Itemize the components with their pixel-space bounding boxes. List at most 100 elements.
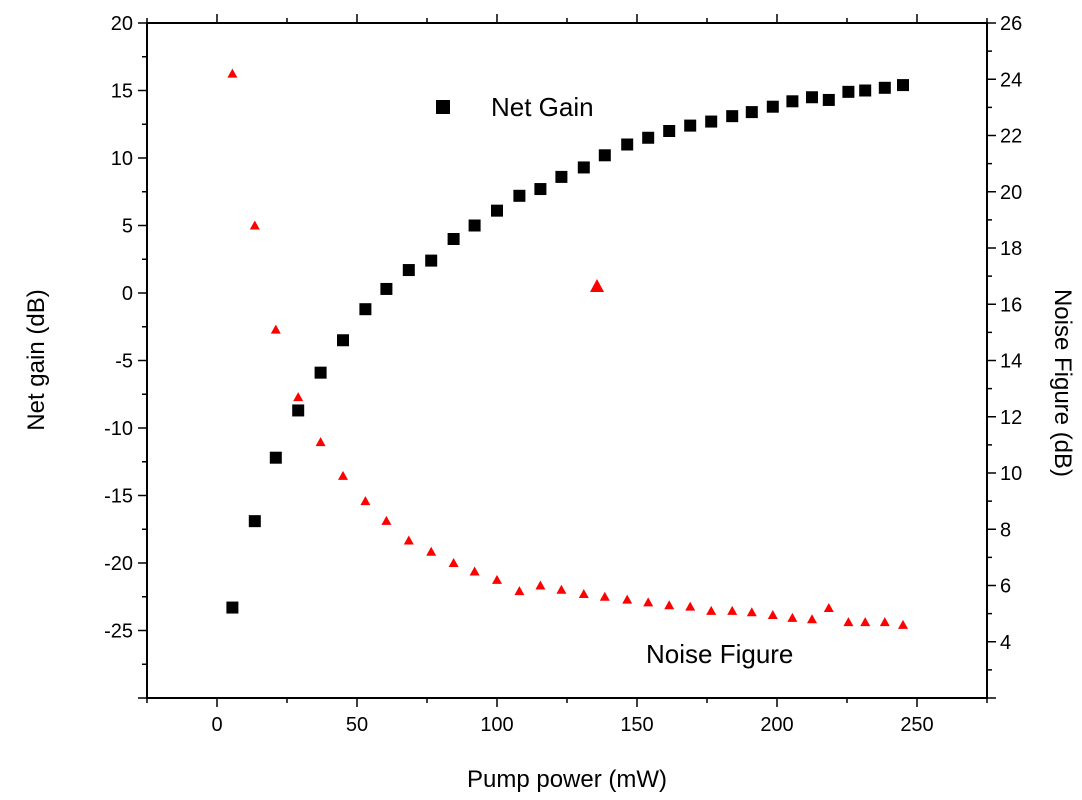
net-gain-point	[402, 264, 415, 277]
noise-figure-point	[685, 601, 696, 611]
noise-figure-point	[249, 220, 260, 230]
net-gain-point	[491, 204, 503, 217]
left-y-tick-label: -25	[104, 621, 133, 643]
left-y-tick-label: 20	[111, 13, 133, 35]
noise-figure-series	[227, 68, 908, 629]
net-gain-point	[822, 93, 835, 106]
net-gain-point	[878, 81, 891, 94]
noise-figure-point	[664, 600, 675, 610]
net-gain-point	[766, 100, 779, 113]
noise-figure-point	[622, 594, 633, 604]
right-y-tick-label: 22	[1000, 126, 1022, 148]
x-tick-label: 150	[620, 714, 653, 736]
left-y-tick-label: -5	[115, 351, 133, 373]
legend-net-gain-label: Net Gain	[491, 92, 594, 122]
left-y-tick-label: 0	[122, 283, 133, 305]
x-tick-label: 250	[900, 714, 933, 736]
net-gain-point	[292, 404, 305, 417]
net-gain-point	[684, 119, 697, 132]
noise-figure-point	[514, 586, 525, 596]
noise-figure-point	[535, 580, 546, 590]
noise-figure-point	[338, 470, 348, 480]
noise-figure-point	[448, 558, 459, 567]
right-y-tick-label: 8	[1000, 519, 1011, 541]
noise-figure-point	[556, 584, 567, 594]
net-gain-point	[248, 515, 261, 528]
right-y-tick-label: 4	[1000, 632, 1011, 654]
net-gain-point	[577, 161, 590, 174]
net-gain-point	[447, 233, 460, 245]
net-gain-point	[663, 125, 676, 137]
left-y-tick-label: -10	[104, 418, 133, 440]
right-y-tick-label: 24	[1000, 69, 1022, 91]
net-gain-point	[642, 131, 655, 144]
net-gain-point	[621, 138, 634, 151]
right-y-tick-label: 6	[1000, 576, 1011, 598]
legend-noise-figure-label: Noise Figure	[646, 639, 793, 669]
noise-figure-point	[599, 591, 610, 601]
left-y-tick-label: 10	[111, 148, 133, 170]
x-axis-title: Pump power (mW)	[467, 766, 667, 793]
net-gain-point	[425, 254, 438, 267]
x-axis-ticks: 0 50 100 150 200 250	[146, 14, 988, 736]
legend-net-gain-marker	[436, 100, 450, 114]
net-gain-point	[468, 219, 481, 232]
plot-frame	[146, 22, 988, 699]
right-y-tick-label: 18	[1000, 238, 1022, 260]
x-tick-label: 0	[211, 714, 222, 736]
noise-figure-point	[746, 607, 757, 617]
net-gain-point	[806, 91, 818, 104]
right-y-axis-title: Noise Figure (dB)	[1049, 289, 1076, 477]
net-gain-point	[745, 106, 758, 119]
net-gain-point	[555, 170, 568, 183]
noise-figure-point	[860, 617, 871, 627]
left-y-axis-title: Net gain (dB)	[23, 289, 50, 430]
net-gain-point	[314, 366, 327, 379]
right-y-tick-label: 16	[1000, 294, 1022, 316]
left-y-tick-label: -15	[104, 486, 133, 508]
noise-figure-point	[807, 614, 817, 624]
net-gain-point	[534, 183, 547, 196]
noise-figure-point	[426, 546, 437, 556]
noise-figure-point	[767, 610, 778, 620]
net-gain-point	[897, 79, 909, 92]
net-gain-point	[359, 303, 372, 316]
noise-figure-point	[643, 597, 654, 607]
x-tick-label: 100	[480, 714, 513, 736]
right-y-tick-label: 26	[1000, 13, 1022, 35]
net-gain-point	[337, 334, 349, 347]
noise-figure-point	[492, 574, 502, 584]
right-y-tick-label: 20	[1000, 182, 1022, 204]
net-gain-point	[859, 84, 872, 97]
net-gain-point	[513, 189, 526, 202]
noise-figure-point	[227, 68, 238, 78]
net-gain-point	[598, 149, 611, 162]
noise-figure-point	[270, 324, 281, 334]
net-gain-point	[269, 451, 282, 464]
net-gain-point	[226, 601, 239, 614]
net-gain-series	[226, 79, 909, 614]
noise-figure-point	[843, 617, 854, 627]
net-gain-point	[726, 110, 739, 123]
noise-figure-point	[293, 392, 304, 402]
net-gain-point	[842, 85, 855, 98]
left-y-tick-label: 5	[122, 216, 133, 238]
noise-figure-point	[823, 603, 834, 612]
noise-figure-point	[360, 496, 371, 506]
noise-figure-point	[898, 619, 908, 629]
noise-figure-point	[727, 605, 738, 615]
right-y-tick-label: 12	[1000, 407, 1022, 429]
left-y-axis-ticks: -25 -20 -15 -10 -5 0 5 10 15 20	[104, 13, 147, 699]
noise-figure-point	[706, 605, 717, 615]
noise-figure-point	[787, 612, 798, 622]
right-y-axis-ticks: 4 6 8 10 12 14 16 18 20 22 24 26	[987, 13, 1022, 699]
right-y-tick-label: 10	[1000, 463, 1022, 485]
noise-figure-point	[469, 566, 480, 576]
noise-figure-point	[381, 515, 392, 525]
net-gain-point	[705, 115, 718, 128]
net-gain-point	[380, 282, 393, 295]
noise-figure-point	[403, 535, 414, 545]
x-tick-label: 200	[760, 714, 793, 736]
right-y-tick-label: 14	[1000, 351, 1022, 373]
